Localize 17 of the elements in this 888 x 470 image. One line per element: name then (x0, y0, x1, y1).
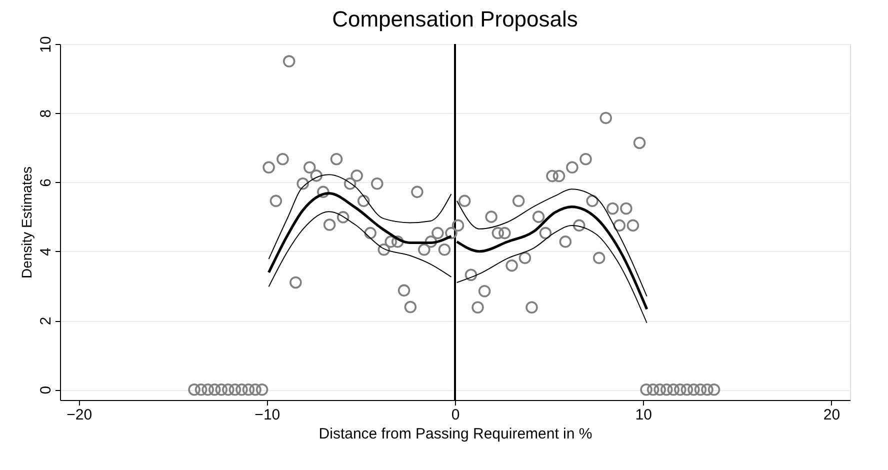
y-tick-label: 6 (38, 178, 54, 187)
chart-title: Compensation Proposals (332, 6, 578, 32)
x-tick-label: 20 (823, 406, 840, 424)
x-axis-title: Distance from Passing Requirement in % (318, 426, 592, 442)
line-series (268, 211, 452, 288)
y-axis-title: Density Estimates (18, 166, 34, 279)
y-tick-label: 10 (38, 36, 54, 53)
x-tick-label: −20 (66, 406, 92, 424)
y-tick-label: 0 (38, 386, 54, 394)
x-tick-label: 10 (635, 406, 652, 424)
x-tick-label: −10 (254, 406, 280, 424)
y-tick-label: 4 (38, 248, 54, 256)
y-tick-label: 2 (38, 316, 54, 326)
line-series (268, 174, 452, 260)
y-tick-label: 8 (38, 109, 54, 118)
line-series (267, 192, 453, 274)
x-tick-label: 0 (451, 406, 460, 424)
